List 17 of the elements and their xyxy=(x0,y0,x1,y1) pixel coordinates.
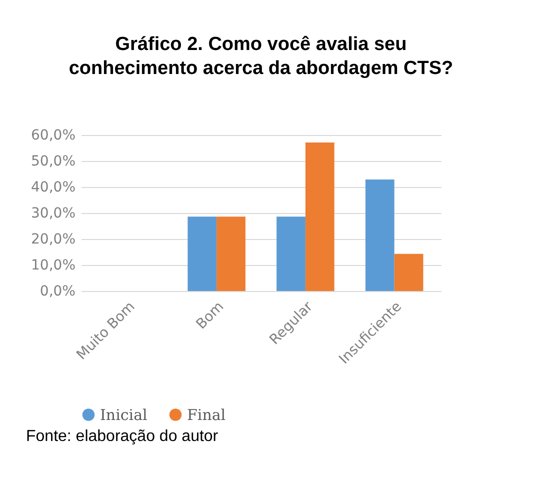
y-tick-label: 60,0% xyxy=(31,128,76,144)
bar xyxy=(188,216,217,291)
source-note: Fonte: elaboração do autor xyxy=(26,428,220,446)
y-tick-label: 20,0% xyxy=(31,232,76,248)
bar xyxy=(276,216,306,291)
y-tick-label: 50,0% xyxy=(31,154,76,170)
chart-title: Gráfico 2. Como você avalia seu conhecimento acerca da abordagem CTS? xyxy=(68,34,454,79)
bar xyxy=(305,142,334,291)
bar xyxy=(394,254,424,291)
bar xyxy=(216,216,246,291)
y-tick-label: 40,0% xyxy=(31,180,76,196)
bar xyxy=(365,179,394,291)
y-tick-label: 10,0% xyxy=(31,258,76,274)
legend-label: Final xyxy=(187,406,226,424)
y-tick-label: 30,0% xyxy=(31,206,76,222)
y-tick-label: 0,0% xyxy=(40,284,76,300)
legend-label: Inicial xyxy=(100,406,148,424)
